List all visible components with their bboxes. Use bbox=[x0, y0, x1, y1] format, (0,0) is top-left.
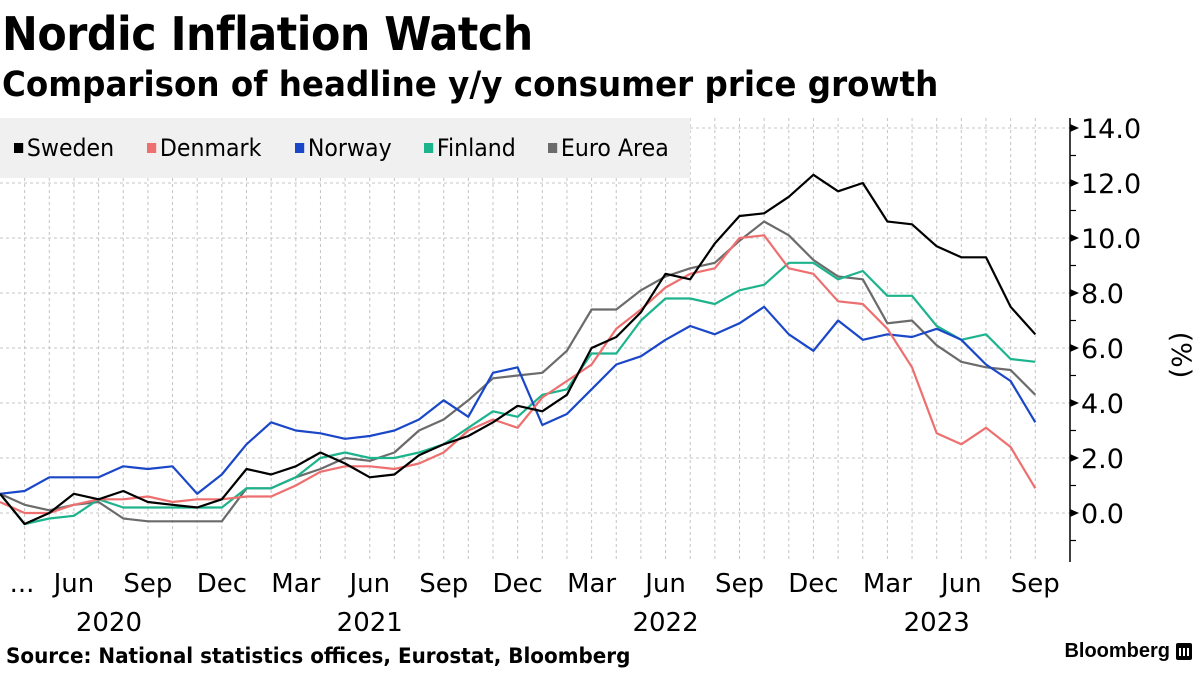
y-tick-marker bbox=[1070, 124, 1079, 132]
source-note: Source: National statistics offices, Eur… bbox=[6, 644, 631, 668]
legend-swatch bbox=[14, 143, 24, 153]
series-line-denmark bbox=[0, 234, 1037, 515]
legend-label: Sweden bbox=[26, 134, 115, 162]
legend-swatch bbox=[424, 143, 434, 153]
legend-item-denmark: Denmark bbox=[146, 134, 262, 162]
x-year-label: 2021 bbox=[337, 608, 403, 638]
y-tick-label: 6.0 bbox=[1081, 334, 1124, 365]
x-tick-label: Jun bbox=[52, 569, 95, 599]
chart-title: Nordic Inflation Watch bbox=[2, 7, 533, 61]
y-tick-marker bbox=[1070, 289, 1079, 297]
legend: Sweden Denmark Norway Finland Euro Area bbox=[0, 118, 690, 178]
x-tick-label: Mar bbox=[567, 569, 616, 599]
y-tick-label: 10.0 bbox=[1081, 224, 1141, 255]
y-tick-marker bbox=[1070, 399, 1079, 407]
x-tick-label: Mar bbox=[863, 569, 912, 599]
y-tick-label: 4.0 bbox=[1081, 389, 1124, 420]
y-tick-marker bbox=[1070, 179, 1079, 187]
series-line-finland bbox=[0, 261, 1036, 526]
y-tick-label: 12.0 bbox=[1081, 169, 1141, 200]
series-line-euro-area bbox=[0, 220, 1037, 523]
chart-subtitle: Comparison of headline y/y consumer pric… bbox=[2, 65, 939, 105]
legend-label: Norway bbox=[308, 134, 392, 162]
x-tick-label: Sep bbox=[1011, 569, 1060, 599]
x-axis-labels: ... Jun Sep Dec Mar Jun Sep Dec Mar Jun Sep Dec Mar J… bbox=[10, 569, 1060, 638]
series-line-sweden bbox=[0, 173, 1037, 526]
y-tick-marker bbox=[1070, 509, 1079, 517]
y-tick-marker bbox=[1070, 234, 1079, 242]
legend-swatch bbox=[295, 143, 305, 153]
y-tick-label: 8.0 bbox=[1081, 279, 1124, 310]
x-year-label: 2020 bbox=[76, 608, 142, 638]
brand-name: Bloomberg bbox=[1064, 640, 1170, 662]
x-tick-label: Sep bbox=[715, 569, 764, 599]
series-lines bbox=[0, 173, 1037, 526]
x-tick-label: Dec bbox=[197, 569, 247, 599]
y-tick-marker bbox=[1070, 454, 1079, 462]
gridlines bbox=[0, 118, 1070, 562]
legend-swatch bbox=[146, 143, 157, 153]
y-tick-label: 0.0 bbox=[1081, 499, 1124, 530]
x-tick-label: Jun bbox=[939, 569, 982, 599]
x-tick-label: ... bbox=[10, 569, 35, 599]
legend-item-sweden: Sweden bbox=[14, 134, 114, 162]
x-tick-label: Sep bbox=[419, 569, 468, 599]
legend-swatch bbox=[547, 143, 558, 153]
x-tick-label: Dec bbox=[492, 569, 542, 599]
y-tick-label: 14.0 bbox=[1081, 114, 1141, 145]
bloomberg-chart-icon bbox=[1176, 643, 1192, 660]
series-line-norway bbox=[0, 305, 1037, 495]
y-tick-marker bbox=[1070, 344, 1079, 352]
x-year-label: 2022 bbox=[632, 608, 698, 638]
y-axis-label: (%) bbox=[1165, 332, 1196, 379]
y-axis: 0.0 2.0 4.0 6.0 8.0 10.0 12.0 14.0 (%) bbox=[1069, 114, 1196, 562]
x-tick-label: Jun bbox=[643, 569, 686, 599]
x-year-label: 2023 bbox=[904, 608, 970, 638]
x-tick-label: Jun bbox=[347, 569, 390, 599]
legend-label: Finland bbox=[437, 134, 516, 162]
legend-label: Denmark bbox=[159, 134, 262, 162]
legend-item-euro-area: Euro Area bbox=[547, 134, 669, 162]
x-tick-label: Mar bbox=[271, 569, 320, 599]
legend-item-finland: Finland bbox=[424, 134, 516, 162]
legend-item-norway: Norway bbox=[295, 134, 392, 162]
x-tick-label: Sep bbox=[123, 569, 172, 599]
y-tick-label: 2.0 bbox=[1081, 444, 1124, 475]
brand-logo: Bloomberg bbox=[1064, 640, 1192, 663]
x-tick-label: Dec bbox=[788, 569, 838, 599]
legend-label: Euro Area bbox=[560, 134, 669, 162]
